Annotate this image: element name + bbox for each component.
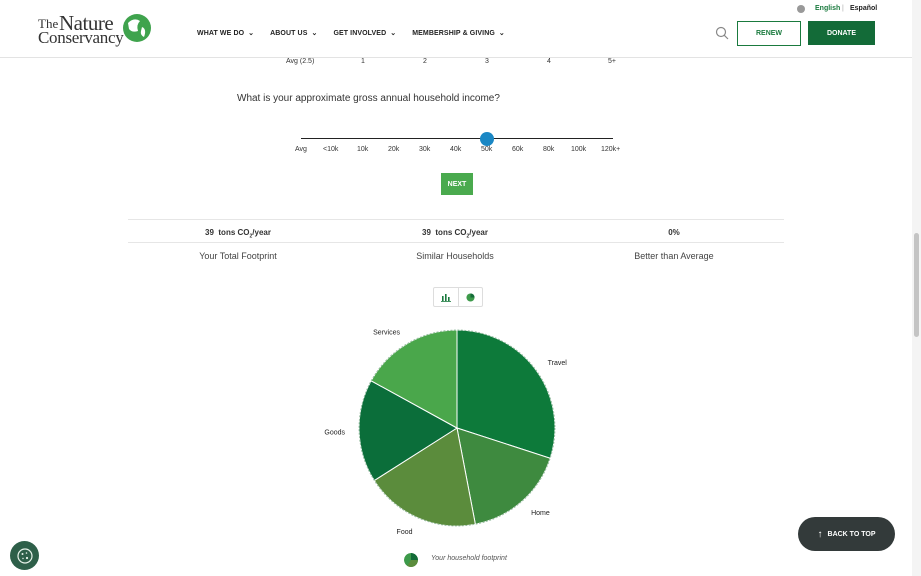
better-than-average-label: Better than Average	[634, 251, 714, 261]
nav-get-involved[interactable]: GET INVOLVED ⌄	[333, 29, 397, 38]
tnc-logo[interactable]: The Nature Conservancy	[38, 11, 156, 47]
back-to-top-label: BACK TO TOP	[827, 530, 876, 538]
nav-what-we-do[interactable]: WHAT WE DO ⌄	[197, 29, 255, 38]
slider-label: 100k	[571, 146, 587, 153]
slider-label: 40k	[450, 146, 462, 153]
scale-label: Avg (2.5)	[286, 58, 315, 65]
scale-label: 4	[547, 58, 551, 65]
nav-membership-giving[interactable]: MEMBERSHIP & GIVING ⌄	[412, 29, 505, 38]
pie-slice-home[interactable]	[456, 427, 551, 525]
chart-type-toggle	[433, 287, 483, 307]
pie-label-home: Home	[531, 510, 550, 517]
donate-button[interactable]: DONATE	[808, 21, 875, 45]
bar-chart-icon	[440, 293, 451, 302]
cookie-settings-button[interactable]	[10, 541, 39, 570]
income-slider-handle[interactable]	[480, 132, 494, 146]
footprint-pie-chart: Travel Home Food Goods Services	[324, 329, 568, 536]
pie-label-travel: Travel	[548, 360, 568, 367]
slider-label: 60k	[512, 146, 524, 153]
pie-label-food: Food	[397, 529, 413, 536]
site-header: The Nature Conservancy WHAT WE DO ⌄ ABOU…	[0, 0, 912, 58]
chevron-down-icon: ⌄	[390, 30, 397, 37]
pie-outline	[358, 329, 556, 527]
back-to-top-button[interactable]: ↑ BACK TO TOP	[798, 517, 895, 551]
pie-label-services: Services	[373, 330, 400, 337]
pie-slice-goods[interactable]	[358, 380, 458, 482]
globe-leaf-icon	[123, 14, 151, 42]
next-button[interactable]: NEXT	[441, 173, 473, 195]
slider-label: 30k	[419, 146, 431, 153]
main-nav: WHAT WE DO ⌄ ABOUT US ⌄ GET INVOLVED ⌄ M…	[197, 29, 521, 38]
legend-label: Your household footprint	[431, 555, 507, 562]
legend-pie-icon	[404, 553, 418, 567]
similar-households-label: Similar Households	[416, 251, 494, 261]
logo-nature-text: Nature	[59, 11, 114, 35]
scale-label: 2	[423, 58, 427, 65]
income-question: What is your approximate gross annual ho…	[237, 93, 500, 104]
logo-the-text: The	[38, 16, 59, 31]
lang-divider: |	[842, 5, 844, 12]
pie-chart-icon	[466, 292, 475, 302]
slider-label: 80k	[543, 146, 555, 153]
cookie-icon	[16, 547, 33, 564]
logo-conservancy-text: Conservancy	[38, 28, 124, 47]
pie-slice-services[interactable]	[370, 329, 458, 429]
nav-label: ABOUT US	[270, 29, 308, 37]
page-scrollbar-thumb[interactable]	[914, 233, 919, 337]
language-globe-icon	[797, 5, 805, 13]
bar-chart-toggle[interactable]	[434, 288, 458, 306]
nav-about-us[interactable]: ABOUT US ⌄	[270, 29, 318, 38]
slider-label: 120k+	[601, 146, 621, 153]
better-than-average-value: 0%	[668, 228, 680, 237]
renew-button[interactable]: RENEW	[737, 21, 801, 46]
chevron-down-icon: ⌄	[498, 30, 505, 37]
similar-households-value: 39 tons CO2/year	[422, 228, 488, 240]
lang-english-link[interactable]: English	[815, 5, 841, 12]
scale-label: 5+	[608, 58, 616, 65]
slider-label: 10k	[357, 146, 369, 153]
pie-label-goods: Goods	[324, 430, 345, 437]
stats-divider	[128, 242, 784, 243]
chevron-down-icon: ⌄	[311, 30, 318, 37]
search-icon[interactable]	[715, 26, 729, 40]
arrow-up-icon: ↑	[817, 528, 823, 540]
slider-label: 20k	[388, 146, 400, 153]
income-slider-track[interactable]	[301, 138, 613, 139]
total-footprint-label: Your Total Footprint	[199, 251, 277, 261]
chevron-down-icon: ⌄	[248, 30, 255, 37]
pie-chart-toggle[interactable]	[457, 288, 483, 306]
lang-espanol-link[interactable]: Español	[850, 5, 878, 12]
slider-label: Avg	[295, 146, 307, 153]
nav-label: WHAT WE DO	[197, 29, 245, 37]
scale-label: 3	[485, 58, 489, 65]
scale-label: 1	[361, 58, 365, 65]
nav-label: GET INVOLVED	[333, 29, 387, 37]
slider-label: <10k	[323, 146, 339, 153]
nav-label: MEMBERSHIP & GIVING	[412, 29, 495, 37]
total-footprint-value: 39 tons CO2/year	[205, 228, 271, 240]
slider-label: 50k	[481, 146, 493, 153]
stats-divider	[128, 219, 784, 220]
